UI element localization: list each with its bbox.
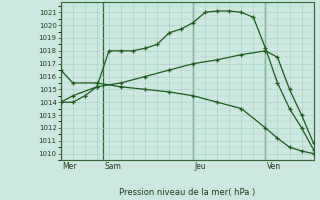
Text: Jeu: Jeu [195, 162, 206, 171]
Text: Pression niveau de la mer( hPa ): Pression niveau de la mer( hPa ) [119, 188, 255, 197]
Text: Ven: Ven [267, 162, 281, 171]
Text: Sam: Sam [104, 162, 121, 171]
Text: Mer: Mer [62, 162, 76, 171]
